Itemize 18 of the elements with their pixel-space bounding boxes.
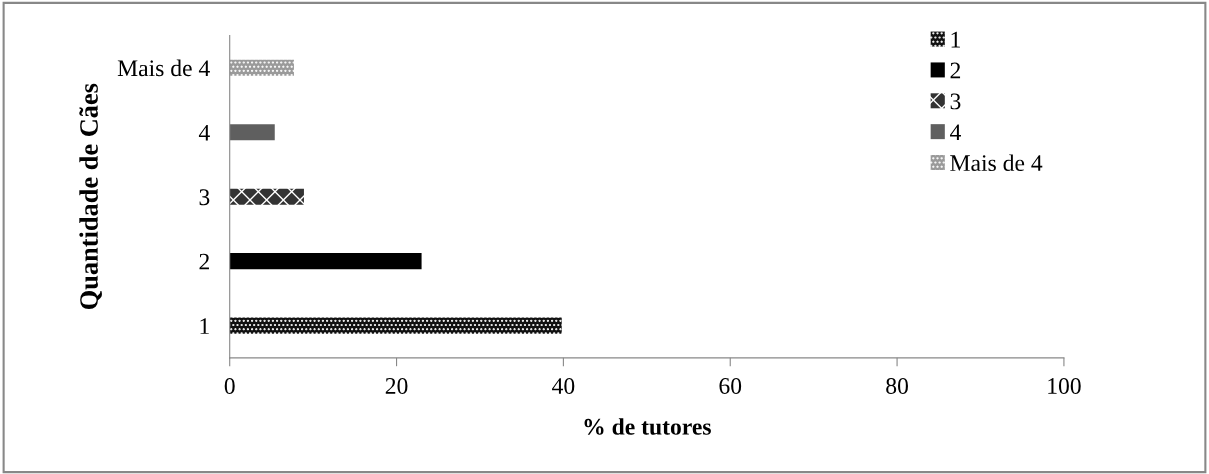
y-tick-label: 2 bbox=[199, 253, 209, 270]
y-tick-label: 4 bbox=[198, 124, 210, 141]
x-tick-label: 60 bbox=[719, 378, 742, 394]
x-tick-label: 80 bbox=[886, 378, 908, 394]
y-axis-title: Quantidade de Cães bbox=[79, 83, 102, 310]
x-tick-label: 0 bbox=[224, 378, 235, 394]
legend-label: 1 bbox=[951, 31, 960, 48]
x-axis-title: % de tutores bbox=[584, 418, 711, 435]
x-tick-label: 40 bbox=[552, 378, 575, 394]
y-tick-label: Mais de 4 bbox=[117, 59, 210, 77]
y-tick-label: 3 bbox=[199, 189, 210, 206]
legend-label: 3 bbox=[950, 93, 961, 110]
x-tick-label: 20 bbox=[385, 378, 408, 394]
legend-label: Mais de 4 bbox=[950, 154, 1043, 172]
legend-label: 4 bbox=[950, 124, 961, 140]
x-tick-label: 100 bbox=[1048, 378, 1081, 394]
legend-label: 2 bbox=[950, 62, 961, 79]
y-tick-label: 1 bbox=[200, 318, 209, 334]
